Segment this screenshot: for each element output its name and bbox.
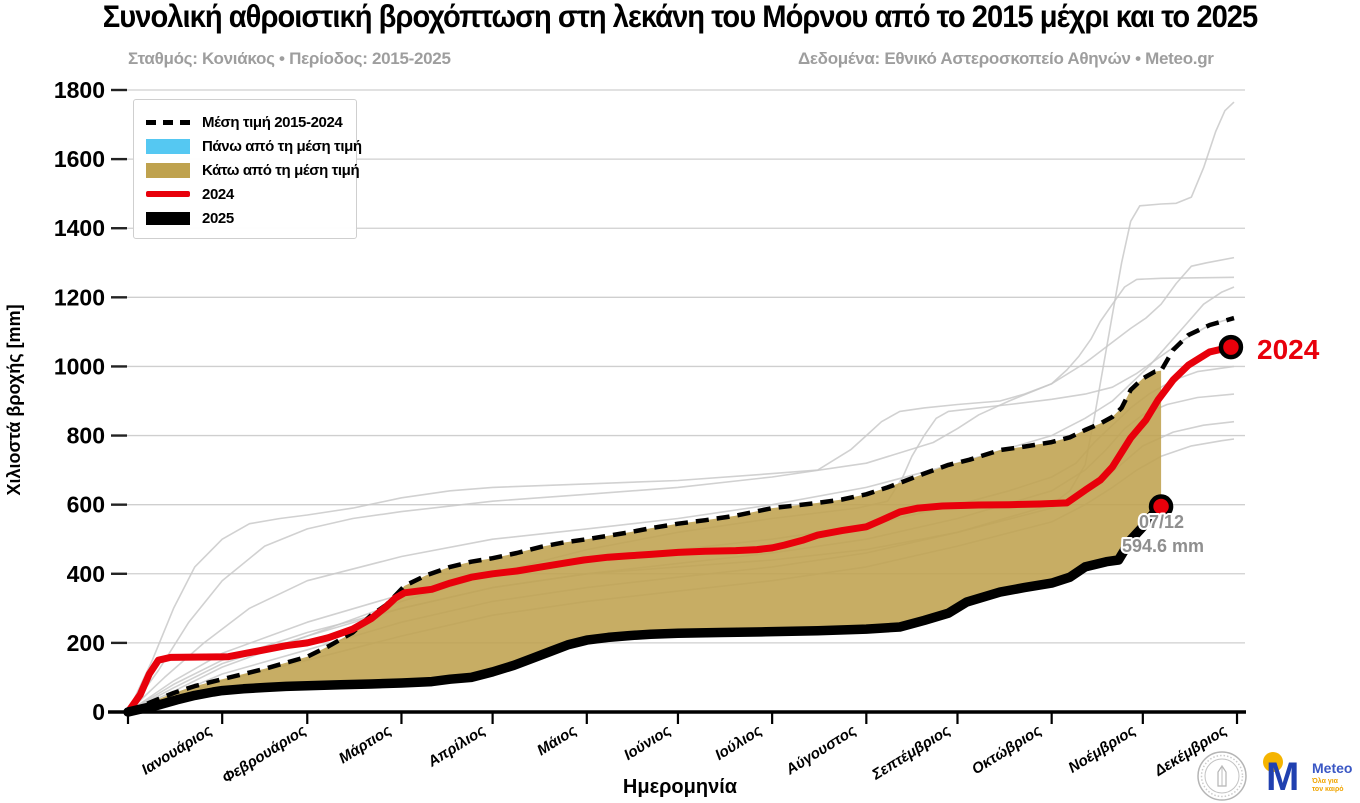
label-2024: 2024 bbox=[1257, 334, 1320, 365]
end-dot-2024 bbox=[1218, 334, 1244, 360]
x-tick-label: Ιούλιος bbox=[712, 722, 765, 764]
below-mean-fill bbox=[128, 370, 1162, 712]
y-tick-label: 0 bbox=[92, 699, 105, 725]
legend-swatch bbox=[146, 119, 190, 125]
x-tick-label: Αύγουστος bbox=[782, 722, 859, 779]
x-tick-label: Ιανουάριος bbox=[139, 722, 215, 779]
meteo-logo-name: Meteo bbox=[1312, 760, 1353, 776]
line-2024 bbox=[124, 343, 1235, 716]
meteo-logo-tagline: Όλα για bbox=[1312, 778, 1338, 785]
meteo-m-glyph: M bbox=[1266, 755, 1299, 796]
y-tick-label: 800 bbox=[67, 423, 105, 449]
legend-label: Μέση τιμή 2015-2024 bbox=[202, 113, 343, 131]
y-tick-label: 400 bbox=[67, 561, 105, 587]
legend-item-2: Κάτω από τη μέση τιμή bbox=[146, 158, 360, 182]
y-tick-label: 1800 bbox=[54, 77, 105, 103]
legend-label: 2024 bbox=[202, 185, 234, 203]
x-tick-label: Σεπτέμβριος bbox=[868, 722, 953, 784]
subtitle-source: Δεδομένα: Εθνικό Αστεροσκοπείο Αθηνών • … bbox=[798, 49, 1214, 68]
legend-label: 2025 bbox=[202, 209, 234, 227]
meteo-yellow-dot bbox=[1263, 752, 1283, 772]
chart-legend: Μέση τιμή 2015-2024 Πάνω από τη μέση τιμή… bbox=[133, 99, 362, 239]
meteo-logo-mark: M bbox=[1263, 752, 1299, 796]
x-tick-label: Μάιος bbox=[534, 722, 580, 759]
legend-swatch bbox=[146, 138, 190, 154]
y-tick-label: 200 bbox=[67, 630, 105, 656]
noa-seal-logo bbox=[1197, 751, 1247, 801]
legend-item-3: 2024 bbox=[146, 182, 344, 206]
y-tick-label: 1200 bbox=[54, 284, 105, 310]
meteo-logo: M Meteo Όλα για τον καιρό bbox=[1258, 748, 1358, 800]
y-axis: 0 200 400 600 800 1000 1200 1400 1600 1800 bbox=[54, 77, 127, 725]
y-tick-label: 1600 bbox=[54, 146, 105, 172]
legend-swatch bbox=[146, 162, 190, 178]
end-dot-2025 bbox=[1148, 494, 1174, 519]
past-year-line-past-year-3 bbox=[127, 276, 1235, 713]
page-title: Συνολική αθροιστική βροχόπτωση στη λεκάν… bbox=[102, 0, 1258, 35]
legend-swatch bbox=[146, 211, 190, 225]
subtitle-station: Σταθμός: Κονιάκος • Περίοδος: 2015-2025 bbox=[128, 49, 451, 68]
legend-label: Πάνω από τη μέση τιμή bbox=[202, 137, 362, 155]
y-tick-label: 600 bbox=[67, 492, 105, 518]
legend-swatch bbox=[146, 191, 190, 197]
y-tick-label: 1000 bbox=[54, 353, 105, 379]
y-tick-label: 1400 bbox=[54, 215, 105, 241]
x-tick-label: Απρίλιος bbox=[424, 722, 488, 771]
y-axis-label: Χιλιοστά βροχής [mm] bbox=[4, 304, 24, 495]
line-2025 bbox=[123, 501, 1166, 717]
annotation-2025-date: 07/12 bbox=[1139, 512, 1184, 532]
legend-item-4: 2025 bbox=[146, 206, 344, 230]
past-year-line-past-year-2 bbox=[127, 256, 1235, 713]
past-year-line-past-year-4 bbox=[127, 286, 1235, 713]
meteo-logo-tagline: τον καιρό bbox=[1312, 786, 1344, 793]
x-tick-label: Νοέμβριος bbox=[1065, 722, 1138, 777]
x-tick-label: Ιούνιος bbox=[621, 722, 674, 764]
legend-label: Κάτω από τη μέση τιμή bbox=[202, 161, 360, 179]
legend-item-0: Μέση τιμή 2015-2024 bbox=[146, 110, 344, 134]
x-tick-label: Μάρτιος bbox=[336, 722, 394, 767]
x-tick-label: Φεβρουάριος bbox=[219, 722, 309, 787]
legend-item-1: Πάνω από τη μέση τιμή bbox=[146, 134, 362, 158]
x-tick-label: Οκτώβριος bbox=[969, 722, 1045, 778]
x-axis-label: Ημερομηνία bbox=[623, 776, 738, 798]
annotation-2025-value: 594.6 mm bbox=[1122, 536, 1204, 556]
